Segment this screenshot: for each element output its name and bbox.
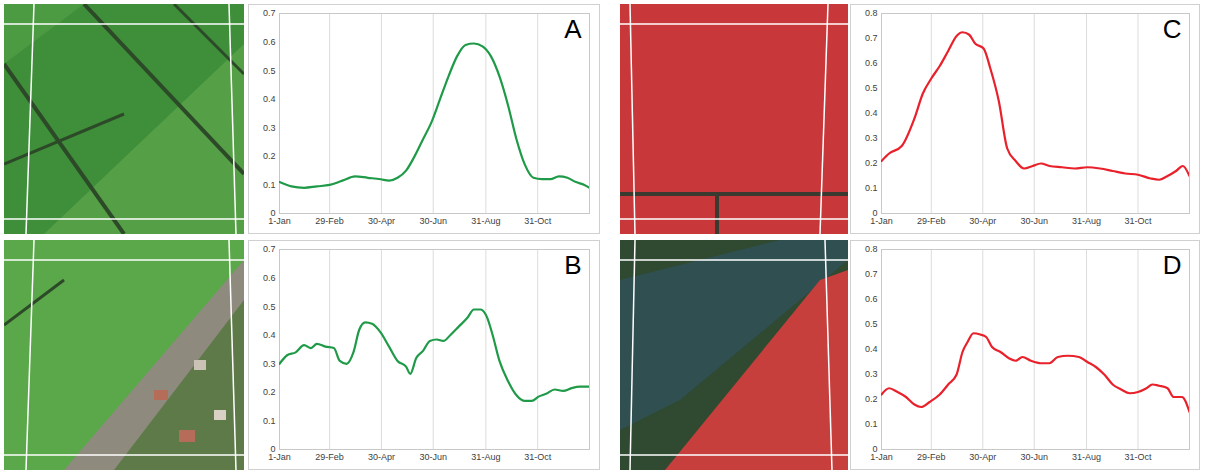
- svg-text:31-Oct: 31-Oct: [1125, 216, 1153, 226]
- svg-text:0.6: 0.6: [263, 37, 276, 47]
- svg-text:0.1: 0.1: [263, 416, 276, 426]
- svg-text:0.4: 0.4: [263, 94, 276, 104]
- svg-text:29-Feb: 29-Feb: [315, 216, 344, 226]
- svg-text:31-Aug: 31-Aug: [471, 452, 500, 462]
- svg-text:30-Apr: 30-Apr: [969, 452, 996, 462]
- svg-text:30-Apr: 30-Apr: [368, 452, 395, 462]
- svg-text:30-Apr: 30-Apr: [969, 216, 996, 226]
- svg-text:29-Feb: 29-Feb: [917, 216, 946, 226]
- svg-text:A: A: [564, 14, 582, 44]
- svg-text:0.8: 0.8: [865, 244, 878, 254]
- svg-text:30-Jun: 30-Jun: [419, 452, 447, 462]
- svg-text:30-Jun: 30-Jun: [1020, 452, 1048, 462]
- svg-text:D: D: [1163, 250, 1182, 280]
- svg-text:C: C: [1163, 14, 1182, 44]
- svg-text:29-Feb: 29-Feb: [315, 452, 344, 462]
- svg-text:31-Aug: 31-Aug: [471, 216, 500, 226]
- svg-text:31-Aug: 31-Aug: [1072, 452, 1101, 462]
- svg-text:1-Jan: 1-Jan: [268, 215, 291, 226]
- svg-text:0.4: 0.4: [263, 330, 276, 340]
- svg-text:0.7: 0.7: [263, 244, 276, 254]
- svg-text:0.1: 0.1: [263, 180, 276, 190]
- svg-text:30-Apr: 30-Apr: [368, 216, 395, 226]
- svg-text:0.3: 0.3: [263, 359, 276, 369]
- svg-text:0.3: 0.3: [263, 123, 276, 133]
- svg-text:0.7: 0.7: [865, 33, 878, 43]
- svg-text:B: B: [564, 250, 581, 280]
- svg-text:0.6: 0.6: [865, 294, 878, 304]
- svg-text:0.6: 0.6: [865, 58, 878, 68]
- svg-text:0: 0: [872, 444, 877, 454]
- svg-text:0.5: 0.5: [865, 83, 878, 93]
- svg-text:30-Jun: 30-Jun: [419, 216, 447, 226]
- svg-text:31-Oct: 31-Oct: [524, 452, 552, 462]
- svg-text:29-Feb: 29-Feb: [917, 452, 946, 462]
- svg-text:31-Oct: 31-Oct: [524, 216, 552, 226]
- svg-text:0.8: 0.8: [865, 8, 878, 18]
- svg-text:0.6: 0.6: [263, 273, 276, 283]
- svg-text:0.5: 0.5: [263, 66, 276, 76]
- svg-text:0.1: 0.1: [865, 419, 878, 429]
- svg-text:30-Jun: 30-Jun: [1020, 216, 1048, 226]
- svg-text:0.2: 0.2: [865, 158, 878, 168]
- svg-text:31-Oct: 31-Oct: [1125, 452, 1153, 462]
- svg-text:0.5: 0.5: [865, 319, 878, 329]
- svg-text:1-Jan: 1-Jan: [268, 451, 291, 462]
- svg-text:1-Jan: 1-Jan: [870, 451, 893, 462]
- svg-text:0.3: 0.3: [865, 133, 878, 143]
- svg-text:0.4: 0.4: [865, 344, 878, 354]
- svg-text:0.3: 0.3: [865, 369, 878, 379]
- svg-text:0: 0: [872, 208, 877, 218]
- svg-text:0.7: 0.7: [263, 8, 276, 18]
- svg-text:0.7: 0.7: [865, 269, 878, 279]
- svg-text:1-Jan: 1-Jan: [870, 215, 893, 226]
- svg-text:0.2: 0.2: [865, 394, 878, 404]
- svg-text:0.2: 0.2: [263, 151, 276, 161]
- svg-text:0.5: 0.5: [263, 302, 276, 312]
- svg-text:0.4: 0.4: [865, 108, 878, 118]
- svg-text:0: 0: [270, 208, 275, 218]
- svg-text:0.1: 0.1: [865, 183, 878, 193]
- svg-text:0.2: 0.2: [263, 387, 276, 397]
- svg-text:0: 0: [270, 444, 275, 454]
- svg-text:31-Aug: 31-Aug: [1072, 216, 1101, 226]
